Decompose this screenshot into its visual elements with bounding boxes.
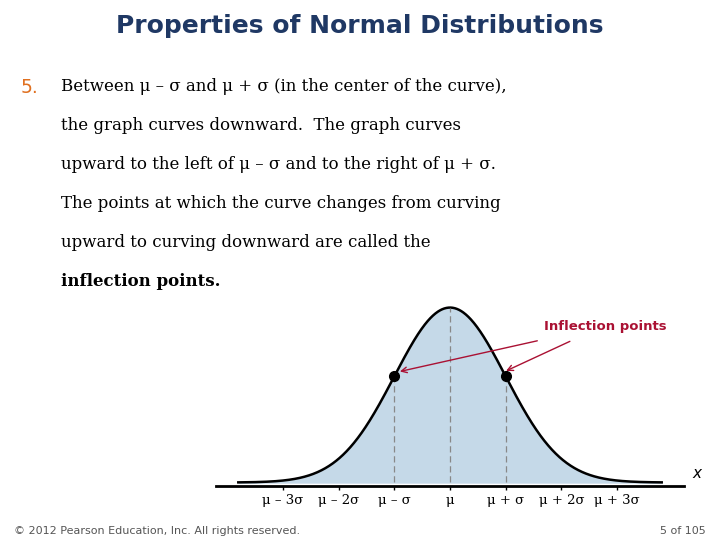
Text: upward to curving downward are called the: upward to curving downward are called th… xyxy=(61,234,431,251)
Text: inflection points.: inflection points. xyxy=(61,273,221,289)
Text: x: x xyxy=(693,465,701,481)
Text: upward to the left of μ – σ and to the right of μ + σ.: upward to the left of μ – σ and to the r… xyxy=(61,156,496,173)
Text: The points at which the curve changes from curving: The points at which the curve changes fr… xyxy=(61,195,501,212)
Text: Properties of Normal Distributions: Properties of Normal Distributions xyxy=(116,14,604,37)
Text: © 2012 Pearson Education, Inc. All rights reserved.: © 2012 Pearson Education, Inc. All right… xyxy=(14,525,300,536)
Text: Inflection points: Inflection points xyxy=(544,320,666,333)
Text: the graph curves downward.  The graph curves: the graph curves downward. The graph cur… xyxy=(61,117,462,134)
Text: 5.: 5. xyxy=(20,78,38,97)
Text: Between μ – σ and μ + σ (in the center of the curve),: Between μ – σ and μ + σ (in the center o… xyxy=(61,78,507,95)
Text: 5 of 105: 5 of 105 xyxy=(660,525,706,536)
